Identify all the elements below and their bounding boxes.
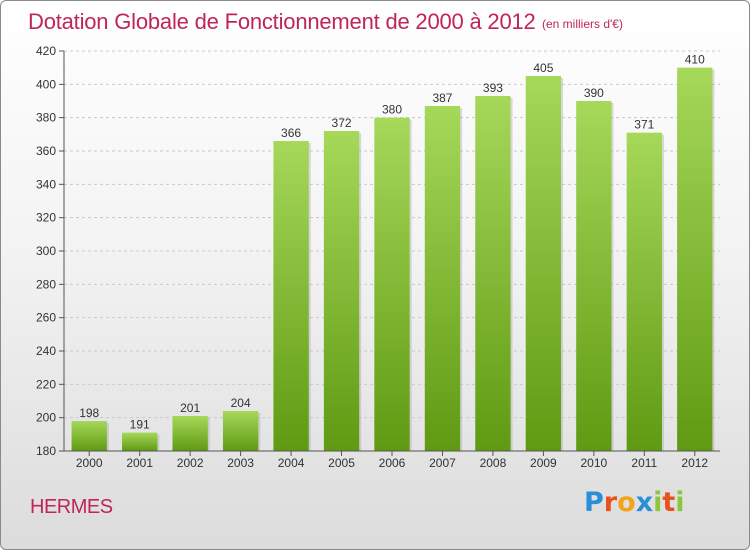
- proxiti-logo: Proxiti: [584, 487, 685, 518]
- logo-letter: x: [635, 487, 654, 518]
- y-tick-label: 220: [36, 377, 56, 391]
- x-tick-label: 2003: [227, 456, 254, 470]
- bar: [475, 96, 511, 451]
- x-tick-label: 2009: [530, 456, 557, 470]
- bar: [626, 132, 662, 451]
- y-tick-label: 260: [36, 311, 56, 325]
- x-tick-label: 2000: [76, 456, 103, 470]
- commune-name: HERMES: [30, 496, 113, 518]
- x-tick-label: 2001: [126, 456, 153, 470]
- data-label: 201: [180, 401, 200, 415]
- data-label: 204: [231, 396, 251, 410]
- data-label: 390: [584, 86, 604, 100]
- bar: [172, 416, 208, 451]
- y-tick-label: 300: [36, 244, 56, 258]
- data-label: 371: [634, 118, 654, 132]
- bar: [323, 131, 360, 451]
- bars: 198 191 201 204 366 372 380 387 393 405 390 371 410: [71, 53, 715, 452]
- logo-letter: i: [675, 487, 685, 518]
- bar: [122, 432, 158, 451]
- data-label: 405: [533, 61, 553, 75]
- x-tick-label: 2010: [580, 456, 607, 470]
- y-tick-label: 360: [36, 144, 56, 158]
- bar: [222, 411, 259, 451]
- x-tick-label: 2002: [177, 456, 204, 470]
- data-label: 372: [332, 116, 352, 130]
- data-label: 380: [382, 103, 402, 117]
- logo-letter: o: [617, 487, 636, 518]
- y-tick-label: 200: [36, 411, 56, 425]
- bar: [525, 76, 562, 451]
- logo-letter: r: [603, 487, 618, 518]
- logo-letter: P: [584, 487, 604, 518]
- y-tick-label: 180: [36, 444, 56, 458]
- bar: [374, 117, 410, 452]
- y-tick-label: 420: [36, 44, 56, 58]
- y-tick-label: 240: [36, 344, 56, 358]
- x-tick-label: 2011: [631, 456, 657, 470]
- y-tick-label: 400: [36, 77, 56, 91]
- logo-letter: i: [653, 487, 663, 518]
- x-tick-label: 2007: [429, 456, 456, 470]
- y-tick-label: 320: [36, 211, 56, 225]
- axes: 180 200 220 240 260 280 300 320 340 360 380 400 420 2…: [36, 44, 720, 470]
- y-tick-label: 380: [36, 111, 56, 125]
- x-tick-label: 2006: [379, 456, 406, 470]
- data-label: 366: [281, 126, 301, 140]
- x-tick-label: 2008: [480, 456, 507, 470]
- chart-title: Dotation Globale de Fonctionnement de 20…: [28, 9, 536, 34]
- bar: [71, 421, 107, 451]
- data-label: 191: [130, 418, 150, 432]
- logo-letter: t: [662, 487, 676, 518]
- data-label: 198: [79, 406, 99, 420]
- x-tick-label: 2004: [278, 456, 305, 470]
- bar: [424, 106, 461, 451]
- x-tick-label: 2005: [328, 456, 355, 470]
- bar: [273, 141, 309, 451]
- data-label: 387: [432, 91, 452, 105]
- bar: [677, 67, 713, 452]
- unit-note: (en milliers d'€): [542, 17, 623, 31]
- bar: [576, 101, 612, 451]
- data-label: 410: [685, 53, 705, 67]
- x-tick-label: 2012: [681, 456, 708, 470]
- y-tick-label: 280: [36, 277, 56, 291]
- y-tick-label: 340: [36, 177, 56, 191]
- data-label: 393: [483, 81, 503, 95]
